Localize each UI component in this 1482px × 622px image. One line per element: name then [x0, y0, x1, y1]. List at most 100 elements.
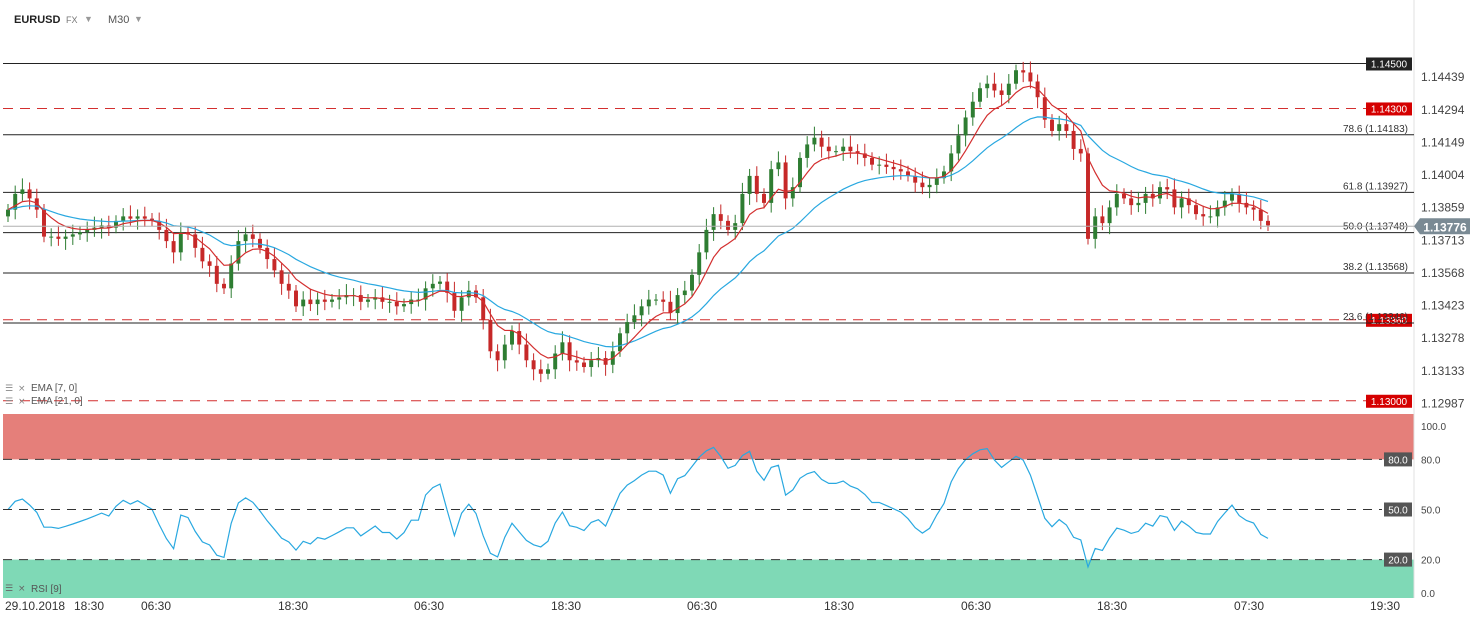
rsi-line — [7, 446, 1269, 569]
candle-body — [49, 236, 54, 238]
candle-body — [682, 290, 687, 296]
candle-body — [1064, 124, 1069, 131]
candle-body — [207, 261, 212, 266]
rsi-level-label: 20.0 — [1388, 556, 1408, 567]
candle-body — [646, 299, 651, 307]
candle-body — [538, 369, 543, 374]
candle-body — [358, 295, 363, 302]
candle-body — [769, 169, 774, 203]
indicator-label: EMA [7, 0] — [31, 383, 77, 394]
candle-body — [884, 164, 889, 167]
candle-body — [574, 360, 579, 363]
time-axis-label: 19:30 — [1370, 599, 1400, 613]
indicator-settings-icon: ☰ — [5, 397, 13, 407]
price-axis-tick: 1.14439 — [1421, 70, 1465, 84]
candle-body — [1230, 193, 1234, 201]
ema-7-line — [7, 85, 1269, 362]
candle-body — [1042, 97, 1047, 120]
candle-body — [1122, 193, 1126, 199]
rsi-level-badge — [1384, 502, 1412, 517]
price-level-badge — [1366, 57, 1412, 71]
candle-body — [531, 360, 536, 370]
candle-body — [898, 169, 903, 172]
candle-body — [711, 214, 716, 230]
timeframe-chevron-down-icon[interactable]: ▼ — [134, 14, 143, 24]
indicator-settings-icon: ☰ — [5, 584, 13, 594]
fib-level-label: 38.2 (1.13568) — [1343, 262, 1408, 273]
candle-body — [1150, 193, 1155, 199]
candle-body — [1186, 198, 1191, 206]
price-level-label: 1.13000 — [1371, 397, 1408, 408]
candle-body — [956, 135, 961, 154]
candle-body — [1215, 207, 1220, 217]
candle-body — [913, 175, 918, 183]
rsi-axis-tick: 50.0 — [1421, 506, 1441, 517]
candle-body — [1057, 124, 1062, 131]
candle-body — [762, 193, 766, 203]
price-axis-tick: 1.14294 — [1421, 103, 1465, 117]
market-chevron-down-icon[interactable]: ▼ — [84, 14, 93, 24]
candle-body — [502, 344, 507, 361]
candle-body — [488, 319, 493, 352]
oversold-zone — [3, 559, 1414, 598]
candle-body — [1100, 216, 1105, 224]
candle-body — [798, 157, 802, 188]
timeframe-selector[interactable]: M30 — [108, 14, 130, 26]
time-axis-label: 18:30 — [824, 599, 854, 613]
candle-body — [121, 216, 126, 221]
time-axis-label: 18:30 — [1097, 599, 1127, 613]
candle-body — [841, 146, 846, 152]
candle-body — [243, 234, 248, 242]
candle-body — [1014, 70, 1018, 84]
candle-body — [1201, 214, 1206, 217]
candle-body — [524, 344, 529, 361]
price-level-badge — [1366, 102, 1412, 116]
candle-body — [1107, 207, 1112, 224]
candle-body — [459, 297, 464, 311]
candle-body — [1086, 153, 1090, 239]
candle-body — [582, 362, 586, 368]
candle-body — [438, 281, 442, 284]
candle-body — [445, 281, 450, 293]
candle-body — [517, 331, 522, 345]
indicator-settings-icon: ☰ — [5, 384, 13, 394]
time-axis-label: 06:30 — [414, 599, 444, 613]
candle-body — [250, 234, 255, 239]
candle-body — [1136, 202, 1141, 206]
candle-body — [740, 193, 745, 224]
price-axis-tick: 1.13278 — [1421, 331, 1465, 345]
rsi-axis-tick: 100.0 — [1421, 422, 1446, 433]
candle-body — [222, 283, 226, 289]
candle-body — [1028, 72, 1033, 82]
candle-body — [387, 301, 392, 303]
rsi-level-badge — [1384, 452, 1412, 467]
candle-body — [1071, 130, 1076, 149]
candle-body — [1165, 187, 1170, 190]
overbought-zone — [3, 414, 1414, 460]
candle-body — [56, 236, 61, 239]
candle-body — [1244, 202, 1249, 208]
rsi-axis-tick: 20.0 — [1421, 556, 1441, 567]
time-axis-label: 29.10.2018 — [5, 599, 65, 613]
rsi-level-label: 80.0 — [1388, 455, 1408, 466]
fib-level-label: 78.6 (1.14183) — [1343, 124, 1408, 135]
candle-body — [978, 88, 982, 102]
candle-body — [157, 220, 162, 230]
current-price-badge — [1414, 218, 1470, 235]
candle-body — [690, 274, 694, 291]
candle-body — [13, 193, 18, 210]
candle-body — [474, 290, 478, 298]
symbol-name[interactable]: EURUSD — [14, 14, 61, 26]
candle-body — [754, 175, 759, 194]
candle-body — [510, 331, 514, 345]
candle-body — [1078, 148, 1083, 154]
candle-body — [1050, 119, 1054, 131]
price-axis-tick: 1.13713 — [1421, 233, 1465, 247]
candle-body — [394, 301, 399, 307]
candle-body — [114, 220, 118, 228]
candle-body — [330, 299, 334, 302]
time-axis-label: 18:30 — [551, 599, 581, 613]
candle-body — [178, 232, 183, 253]
price-axis-tick: 1.14149 — [1421, 135, 1465, 149]
